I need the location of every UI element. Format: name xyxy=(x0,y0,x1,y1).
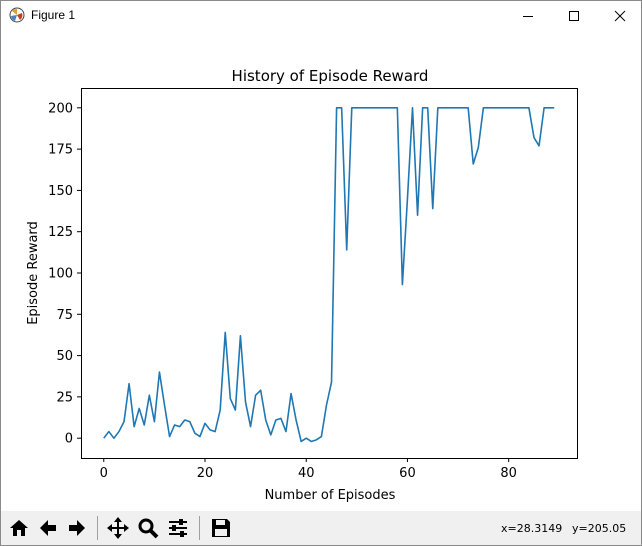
y-coordinate-readout: y=205.05 xyxy=(572,522,627,535)
x-coordinate-readout: x=28.3149 xyxy=(501,522,563,535)
zoom-icon xyxy=(138,518,159,539)
x-axis-label: Number of Episodes xyxy=(265,488,396,503)
matplotlib-figure-icon xyxy=(9,7,25,23)
window-title: Figure 1 xyxy=(31,8,76,22)
toolbar-separator xyxy=(199,516,200,540)
navigation-toolbar: x=28.3149 y=205.05 xyxy=(1,511,641,545)
y-tick-label: 100 xyxy=(48,267,73,282)
save-button[interactable] xyxy=(208,515,234,541)
close-icon xyxy=(614,10,626,22)
y-axis-label: Episode Reward xyxy=(26,221,41,325)
configure-subplots-icon xyxy=(169,519,187,537)
x-tick-label: 40 xyxy=(298,466,315,481)
minimize-button[interactable] xyxy=(505,1,551,31)
plot-area-frame xyxy=(81,88,578,459)
toolbar-separator xyxy=(97,516,98,540)
pan-icon xyxy=(107,517,129,539)
x-tick-label: 80 xyxy=(500,466,517,481)
save-icon xyxy=(212,519,230,537)
y-tick-label: 125 xyxy=(48,225,73,240)
x-tick-label: 20 xyxy=(197,466,214,481)
y-tick-label: 25 xyxy=(56,390,73,405)
home-button[interactable] xyxy=(6,515,32,541)
y-tick-label: 150 xyxy=(48,184,73,199)
x-tick-label: 0 xyxy=(100,466,108,481)
home-icon xyxy=(10,520,28,536)
y-tick-label: 175 xyxy=(48,143,73,158)
y-tick-label: 200 xyxy=(48,101,73,116)
back-icon xyxy=(40,520,56,536)
episode-reward-line xyxy=(103,107,555,443)
forward-icon xyxy=(69,520,85,536)
y-tick-label: 0 xyxy=(65,432,73,447)
close-button[interactable] xyxy=(597,1,642,31)
x-tick-label: 60 xyxy=(399,466,416,481)
title-bar[interactable]: Figure 1 xyxy=(1,1,641,31)
line-chart: History of Episode Reward 0 25 50 75 100 125 1… xyxy=(26,67,578,503)
maximize-icon xyxy=(569,11,579,21)
minimize-icon xyxy=(523,16,533,17)
forward-button[interactable] xyxy=(64,515,90,541)
configure-subplots-button[interactable] xyxy=(165,515,191,541)
y-tick-label: 50 xyxy=(56,349,73,364)
back-button[interactable] xyxy=(35,515,61,541)
y-tick-label: 75 xyxy=(56,308,73,323)
maximize-button[interactable] xyxy=(551,1,597,31)
zoom-button[interactable] xyxy=(135,515,161,541)
chart-title: History of Episode Reward xyxy=(232,67,429,85)
figure-canvas[interactable]: History of Episode Reward 0 25 50 75 100 125 1… xyxy=(1,31,641,511)
pan-button[interactable] xyxy=(105,515,131,541)
